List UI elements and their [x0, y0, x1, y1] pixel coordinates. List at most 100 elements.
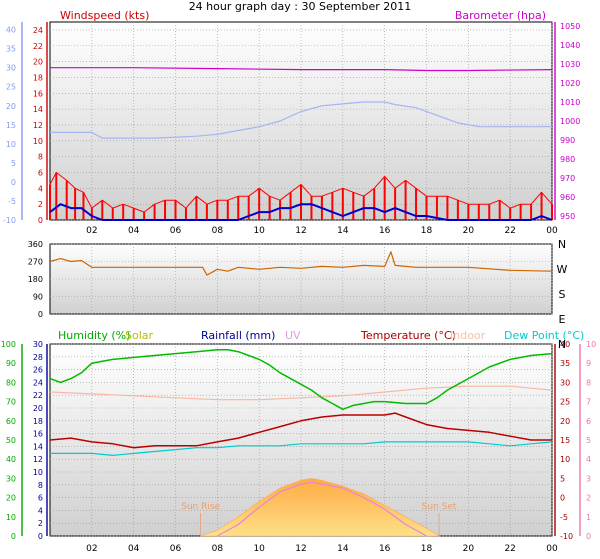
humidity-x-tick-label-3: 08 — [212, 544, 224, 554]
outer-left-series-line — [50, 101, 552, 139]
windspeed-tick-label: 24 — [33, 26, 43, 35]
humidity-tick-label: 30 — [6, 474, 16, 483]
outer-left-tick-label: 40 — [6, 26, 16, 35]
windspeed-mean-line — [49, 203, 553, 221]
rainfall-tick-label: 18 — [33, 417, 43, 426]
rainfall-tick-label: 16 — [33, 430, 43, 439]
outer-left-tick-label: 25 — [6, 83, 16, 92]
rainfall-tick-label: 22 — [33, 391, 43, 400]
rainfall-tick-label: 6 — [38, 494, 43, 503]
barometer-tick-label: 1000 — [560, 117, 580, 126]
wind-x-tick-label-10: 22 — [504, 226, 515, 236]
windspeed-tick-label: 12 — [33, 121, 43, 130]
windspeed-tick-label: 0 — [38, 216, 43, 225]
barometer-tick-label: 1050 — [560, 22, 580, 31]
barometer-tick-label: 990 — [560, 136, 575, 145]
wind-x-tick-label-2: 06 — [170, 226, 182, 236]
wind-x-tick-label-9: 20 — [463, 226, 475, 236]
compass-label-e: E — [559, 313, 566, 326]
legend-solar: Solar — [125, 329, 154, 342]
uv-tick-label: 7 — [586, 398, 591, 407]
wind-x-tick-label-4: 10 — [253, 226, 265, 236]
uv-tick-label: 6 — [586, 417, 591, 426]
dew-point-line — [50, 441, 553, 456]
rainfall-tick-label: 26 — [33, 366, 43, 375]
legend-rainfall: Rainfall (mm) — [201, 329, 275, 342]
windspeed-tick-label: 10 — [33, 137, 43, 146]
rainfall-tick-label: 0 — [38, 532, 43, 541]
direction-tick-label: 180 — [28, 275, 43, 284]
barometer-tick-label: 960 — [560, 193, 575, 202]
outer-left-tick-label: 5 — [11, 159, 16, 168]
indoor-line — [49, 385, 553, 401]
outer-left-tick-label: -10 — [3, 216, 16, 225]
rainfall-tick-label: 24 — [33, 378, 43, 387]
humidity-tick-label: 90 — [6, 359, 16, 368]
windspeed-tick-label: 14 — [33, 105, 43, 114]
compass-label-n: N — [558, 238, 566, 251]
uv-tick-label: 1 — [586, 513, 591, 522]
humidity-tick-label: 20 — [6, 494, 16, 503]
outer-left-tick-label: 10 — [6, 140, 16, 149]
uv-tick-label: 0 — [586, 532, 591, 541]
humidity-tick-label: 10 — [6, 513, 16, 522]
rainfall-tick-label: 28 — [33, 353, 43, 362]
temperature-tick-label: 30 — [560, 378, 570, 387]
temperature-tick-label: -5 — [560, 513, 568, 522]
rainfall-tick-label: 14 — [33, 442, 43, 451]
windspeed-tick-label: 16 — [33, 89, 43, 98]
windspeed-tick-label: 6 — [38, 168, 43, 177]
compass-label-n: N — [558, 338, 566, 351]
windspeed-tick-label: 2 — [38, 200, 43, 209]
temperature-tick-label: 5 — [560, 474, 565, 483]
windspeed-tick-label: 4 — [38, 184, 43, 193]
wind-x-tick-label-11: 00 — [546, 226, 558, 236]
legend-dew-point: Dew Point (°C) — [504, 329, 584, 342]
outer-left-tick-label: -5 — [8, 197, 16, 206]
humidity-x-tick-label-7: 16 — [379, 544, 391, 554]
humidity-x-tick-label-8: 18 — [421, 544, 433, 554]
rainfall-tick-label: 30 — [33, 340, 43, 349]
humidity-x-tick-label-4: 10 — [253, 544, 265, 554]
windspeed-tick-label: 22 — [33, 42, 43, 51]
temperature-tick-label: 35 — [560, 359, 570, 368]
barometer-tick-label: 950 — [560, 212, 575, 221]
humidity-tick-label: 70 — [6, 398, 16, 407]
humidity-x-tick-label-5: 12 — [295, 544, 306, 554]
wind-x-tick-label-3: 08 — [212, 226, 224, 236]
uv-tick-label: 2 — [586, 494, 591, 503]
sunset-label: Sun Set — [422, 502, 457, 512]
outer-left-tick-label: 35 — [6, 45, 16, 54]
uv-tick-label: 5 — [586, 436, 591, 445]
rainfall-tick-label: 12 — [33, 455, 43, 464]
barometer-tick-label: 980 — [560, 155, 575, 164]
windspeed-tick-label: 18 — [33, 73, 43, 82]
barometer-tick-label: 1010 — [560, 98, 580, 107]
direction-tick-label: 270 — [28, 258, 43, 267]
humidity-x-tick-label-1: 04 — [128, 544, 140, 554]
humidity-tick-label: 100 — [1, 340, 16, 349]
barometer-tick-label: 970 — [560, 174, 575, 183]
humidity-tick-label: 60 — [6, 417, 16, 426]
humidity-tick-label: 40 — [6, 455, 16, 464]
rainfall-tick-label: 20 — [33, 404, 43, 413]
temperature-tick-label: -10 — [560, 532, 573, 541]
humidity-tick-label: 0 — [11, 532, 16, 541]
direction-tick-label: 360 — [28, 240, 43, 249]
wind-x-tick-label-8: 18 — [421, 226, 433, 236]
humidity-tick-label: 50 — [6, 436, 16, 445]
wind-x-tick-label-1: 04 — [128, 226, 140, 236]
temperature-tick-label: 15 — [560, 436, 570, 445]
series-layer — [49, 67, 553, 537]
windspeed-tick-label: 8 — [38, 153, 43, 162]
rainfall-tick-label: 4 — [38, 506, 43, 515]
windspeed-tick-label: 20 — [33, 58, 43, 67]
outer-left-tick-label: 15 — [6, 121, 16, 130]
humidity-x-tick-label-6: 14 — [337, 544, 349, 554]
wind-direction-line — [49, 251, 553, 276]
temperature-line — [49, 412, 552, 449]
barometer-tick-label: 1030 — [560, 60, 580, 69]
sunrise-label: Sun Rise — [181, 502, 220, 512]
